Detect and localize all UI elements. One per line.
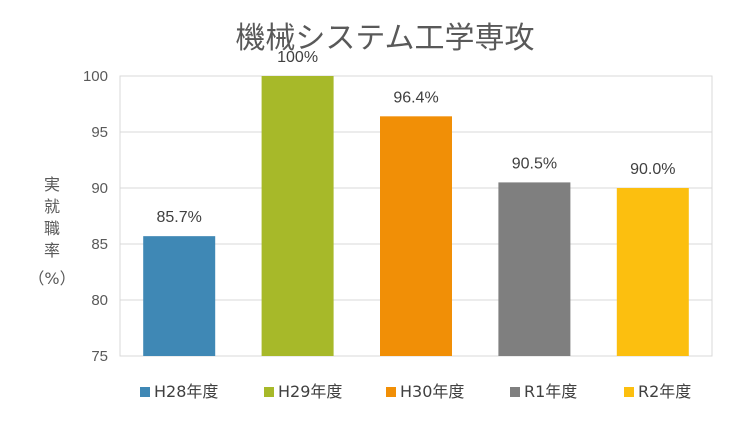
legend-swatch [140,387,150,397]
legend: H28年度 H29年度 H30年度 R1年度 R2年度 [140,382,691,401]
legend-swatch [386,387,396,397]
y-tick-label: 90 [91,180,108,197]
y-tick-label: 100 [83,68,108,85]
data-label: 90.0% [630,161,675,178]
bar-R2年度 [616,188,689,356]
legend-swatch [264,387,274,397]
y-tick-label: 80 [91,292,108,309]
data-labels: 85.7% 100% 96.4% 90.5% 90.0% [157,49,676,226]
y-axis-ticks: 75 80 85 90 95 100 [83,68,108,365]
legend-swatch [624,387,634,397]
y-tick-label: 85 [91,236,108,253]
bar-H28年度 [143,236,216,356]
bar-H30年度 [380,116,452,356]
bar-H29年度 [261,76,334,356]
y-axis-label-part: 実 [44,175,60,194]
data-label: 85.7% [157,209,202,226]
data-label: 100% [277,49,318,66]
legend-label: H29年度 [278,382,342,401]
data-label: 96.4% [393,89,438,106]
legend-label: R1年度 [524,382,577,401]
y-tick-label: 95 [91,124,108,141]
bars [143,76,689,356]
chart-title: 機械システム工学専攻 [235,21,534,56]
bar-R1年度 [498,182,571,356]
legend-label: H30年度 [400,382,464,401]
y-axis-label-part: 職 [44,219,60,238]
legend-label: H28年度 [154,382,218,401]
data-label: 90.5% [512,155,557,172]
legend-swatch [510,387,520,397]
y-axis-label-part: 率 [44,241,60,260]
y-axis-label-part: 就 [44,197,60,216]
legend-label: R2年度 [638,382,691,401]
y-tick-label: 75 [91,348,108,365]
y-axis-label-part: （%） [28,269,75,288]
